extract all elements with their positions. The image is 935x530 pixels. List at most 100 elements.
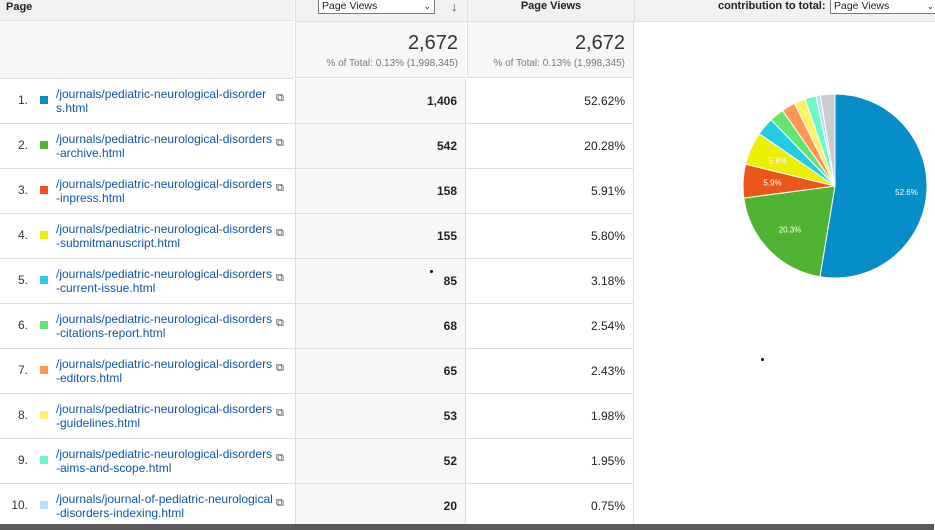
percent-cell: 2.43% <box>590 364 625 378</box>
page-views-cell: 158 <box>295 169 466 213</box>
table-row: 3. /journals/pediatric-neurological-disor… <box>0 169 634 214</box>
metric-select-value: Page Views <box>322 0 378 12</box>
page-link[interactable]: /journals/pediatric-neurological-disorde… <box>56 177 273 205</box>
cursor-speck <box>761 358 764 361</box>
open-external-icon[interactable]: ⧉ <box>276 407 284 419</box>
row-number: 5. <box>17 273 28 287</box>
open-external-icon[interactable]: ⧉ <box>276 272 284 284</box>
total-value: 2,672 <box>574 32 625 54</box>
bottom-bar <box>0 524 934 530</box>
page-header-label: Page <box>6 1 33 13</box>
page-views-cell: 1,406 <box>295 79 466 123</box>
metric-column-header: Page Views ⌄ ↓ <box>295 0 467 22</box>
page-link[interactable]: /journals/pediatric-neurological-disorde… <box>56 447 273 475</box>
series-color-swatch <box>40 321 48 329</box>
row-number: 4. <box>17 228 28 242</box>
table-row: 4. /journals/pediatric-neurological-disor… <box>0 214 634 259</box>
table-row: 1. /journals/pediatric-neurological-disor… <box>0 79 634 124</box>
percent-cell: 3.18% <box>590 274 625 288</box>
total-note: % of Total: 0.13% (1,998,345) <box>493 58 625 69</box>
page-views-cell: 65 <box>295 349 466 393</box>
row-number: 10. <box>11 498 28 512</box>
row-number: 6. <box>17 318 28 332</box>
series-color-swatch <box>40 186 48 194</box>
totals-label-cell <box>0 22 294 79</box>
series-color-swatch <box>40 96 48 104</box>
page-link[interactable]: /journals/pediatric-neurological-disorde… <box>56 312 273 340</box>
total-value: 2,672 <box>407 32 458 54</box>
total-note: % of Total: 0.13% (1,998,345) <box>326 58 458 69</box>
open-external-icon[interactable]: ⧉ <box>276 182 284 194</box>
sort-descending-icon[interactable]: ↓ <box>451 0 458 14</box>
contribution-select[interactable]: Page Views ⌄ <box>830 0 935 14</box>
pie-slice[interactable] <box>819 93 928 279</box>
open-external-icon[interactable]: ⧉ <box>276 137 284 149</box>
series-color-swatch <box>40 411 48 419</box>
page-views-header-label: Page Views <box>520 0 582 12</box>
page-views-cell: 52 <box>295 439 466 483</box>
page-link[interactable]: /journals/pediatric-neurological-disorde… <box>56 402 273 430</box>
table-row: 7. /journals/pediatric-neurological-disor… <box>0 349 634 394</box>
total-page-views: 2,672 % of Total: 0.13% (1,998,345) <box>295 22 466 78</box>
series-color-swatch <box>40 276 48 284</box>
pie-slice-label: 20.3% <box>779 226 802 235</box>
open-external-icon[interactable]: ⧉ <box>276 227 284 239</box>
percent-cell: 1.98% <box>590 409 625 423</box>
open-external-icon[interactable]: ⧉ <box>276 497 284 509</box>
table-row: 5. /journals/pediatric-neurological-disor… <box>0 259 634 304</box>
table-row: 10. /journals/journal-of-pediatric-neurol… <box>0 484 634 529</box>
open-external-icon[interactable]: ⧉ <box>276 317 284 329</box>
percent-cell: 52.62% <box>584 94 625 108</box>
pie-slice-label: 5.9% <box>763 179 781 188</box>
pie-slice[interactable] <box>819 93 836 187</box>
page-link[interactable]: /journals/pediatric-neurological-disorde… <box>56 87 267 115</box>
open-external-icon[interactable]: ⧉ <box>276 92 284 104</box>
percent-cell: 0.75% <box>590 499 625 513</box>
table-row: 8. /journals/pediatric-neurological-disor… <box>0 394 634 439</box>
percent-cell: 2.54% <box>590 319 625 333</box>
percent-cell: 5.91% <box>590 184 625 198</box>
open-external-icon[interactable]: ⧉ <box>276 362 284 374</box>
contribution-pie-chart: 52.6% 20.3% 5.9% 5.8% <box>742 93 928 279</box>
row-number: 1. <box>17 93 28 107</box>
percent-cell: 1.95% <box>590 454 625 468</box>
chevron-down-icon: ⌄ <box>423 1 431 11</box>
row-number: 9. <box>17 453 28 467</box>
series-color-swatch <box>40 501 48 509</box>
contribution-select-value: Page Views <box>834 0 890 12</box>
pie-slice-label: 5.8% <box>769 156 787 165</box>
contribution-header: contribution to total: Page Views ⌄ <box>634 0 935 22</box>
row-number: 8. <box>17 408 28 422</box>
chevron-down-icon: ⌄ <box>926 1 934 11</box>
percent-cell: 5.80% <box>590 229 625 243</box>
page-views-cell: 85 <box>295 259 466 303</box>
table-row: 6. /journals/pediatric-neurological-disor… <box>0 304 634 349</box>
page-link[interactable]: /journals/pediatric-neurological-disorde… <box>56 132 273 160</box>
page-views-column-header[interactable]: Page Views <box>467 0 634 22</box>
page-views-cell: 155 <box>295 214 466 258</box>
row-number: 3. <box>17 183 28 197</box>
contribution-label: contribution to total: <box>718 0 826 12</box>
page-link[interactable]: /journals/journal-of-pediatric-neurologi… <box>56 492 273 520</box>
total-contribution: 2,672 % of Total: 0.13% (1,998,345) <box>467 22 633 78</box>
page-views-cell: 542 <box>295 124 466 168</box>
cursor-speck <box>430 270 433 273</box>
row-number: 7. <box>17 363 28 377</box>
metric-select[interactable]: Page Views ⌄ <box>318 0 435 14</box>
percent-cell: 20.28% <box>584 139 625 153</box>
series-color-swatch <box>40 366 48 374</box>
page-link[interactable]: /journals/pediatric-neurological-disorde… <box>56 357 273 385</box>
column-divider <box>633 22 634 530</box>
page-link[interactable]: /journals/pediatric-neurological-disorde… <box>56 222 273 250</box>
page-link[interactable]: /journals/pediatric-neurological-disorde… <box>56 267 273 295</box>
open-external-icon[interactable]: ⧉ <box>276 452 284 464</box>
series-color-swatch <box>40 141 48 149</box>
row-number: 2. <box>17 138 28 152</box>
series-color-swatch <box>40 231 48 239</box>
table-row: 9. /journals/pediatric-neurological-disor… <box>0 439 634 484</box>
pie-slice[interactable] <box>743 185 836 278</box>
table-row: 2. /journals/pediatric-neurological-disor… <box>0 124 634 169</box>
page-column-header[interactable]: Page <box>0 0 294 21</box>
page-views-cell: 53 <box>295 394 466 438</box>
series-color-swatch <box>40 456 48 464</box>
